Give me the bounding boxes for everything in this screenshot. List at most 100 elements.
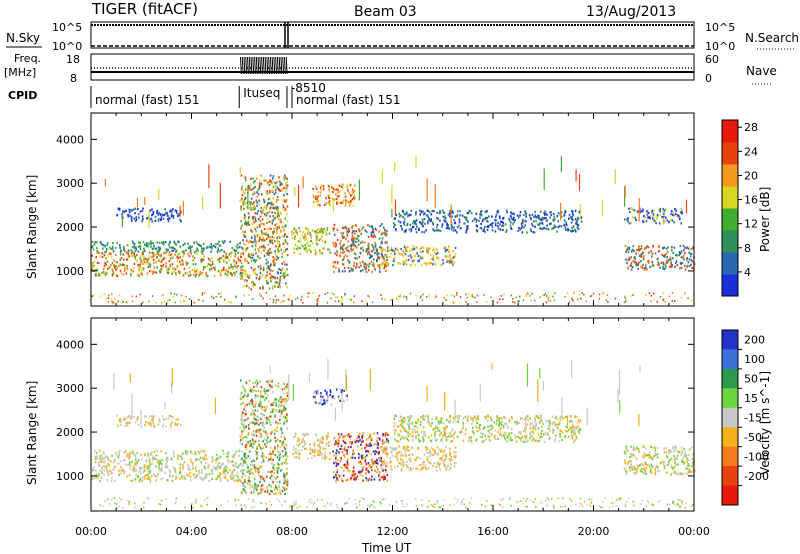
echo-cell bbox=[333, 198, 336, 201]
echo-cell bbox=[375, 465, 378, 468]
echo-cell bbox=[378, 471, 381, 474]
echo-cell bbox=[344, 204, 347, 207]
echo-cell bbox=[171, 210, 173, 213]
echo-cell bbox=[365, 443, 368, 446]
echo-cell bbox=[278, 180, 281, 183]
echo-cell bbox=[633, 261, 636, 264]
echo-cell bbox=[130, 218, 133, 221]
echo-cell bbox=[279, 286, 281, 289]
echo-cell bbox=[432, 249, 434, 252]
echo-cell bbox=[373, 264, 375, 267]
echo-cell bbox=[346, 478, 349, 481]
echo-cell bbox=[493, 421, 495, 424]
echo-cell bbox=[239, 199, 241, 202]
echo-cell bbox=[239, 272, 242, 275]
echo-cell bbox=[435, 229, 438, 232]
echo-cell bbox=[250, 253, 253, 256]
echo-cell bbox=[271, 222, 274, 225]
echo-cell bbox=[267, 389, 270, 392]
echo-cell bbox=[266, 389, 268, 392]
echo-cell bbox=[372, 464, 374, 467]
echo-cell bbox=[96, 247, 98, 250]
echo-cell bbox=[276, 426, 278, 429]
echo-cell bbox=[185, 261, 187, 264]
echo-cell bbox=[577, 227, 580, 231]
echo-cell bbox=[187, 465, 190, 468]
echo-cell bbox=[390, 468, 392, 471]
echo-cell bbox=[411, 260, 414, 263]
echo-cell bbox=[128, 461, 131, 464]
echo-cell bbox=[474, 296, 476, 299]
echo-cell bbox=[663, 209, 666, 212]
echo-cell bbox=[376, 253, 378, 256]
echo-cell bbox=[283, 472, 285, 475]
echo-cell bbox=[511, 217, 513, 220]
echo-cell bbox=[312, 292, 314, 294]
echo-cell bbox=[371, 244, 374, 247]
echo-cell bbox=[259, 184, 261, 188]
echo-cell bbox=[399, 295, 401, 298]
echo-cell bbox=[281, 430, 283, 433]
echo-cell bbox=[283, 276, 286, 279]
echo-cell bbox=[110, 256, 113, 259]
echo-cell bbox=[350, 299, 352, 301]
echo-cell bbox=[172, 474, 174, 477]
echo-cell bbox=[307, 457, 309, 460]
echo-cell bbox=[253, 491, 255, 494]
echo-cell bbox=[246, 275, 249, 278]
echo-cell bbox=[283, 294, 285, 297]
echo-cell bbox=[252, 473, 254, 476]
echo-cell bbox=[128, 456, 130, 459]
echo-cell bbox=[256, 191, 258, 194]
echo-cell bbox=[146, 243, 149, 246]
echo-cell bbox=[395, 228, 397, 231]
echo-cell bbox=[452, 301, 454, 303]
echo-cell bbox=[328, 232, 331, 235]
echo-cell bbox=[459, 431, 461, 434]
echo-cell bbox=[347, 468, 349, 472]
echo-cell bbox=[188, 274, 190, 277]
echo-cell bbox=[112, 242, 114, 245]
echo-cell bbox=[345, 395, 347, 398]
echo-cell bbox=[387, 453, 389, 456]
echo-cell bbox=[122, 468, 124, 471]
echo-cell bbox=[539, 296, 541, 299]
echo-cell bbox=[664, 253, 666, 256]
echo-cell bbox=[628, 256, 630, 259]
echo-cell bbox=[127, 213, 129, 216]
echo-cell bbox=[276, 239, 279, 242]
echo-cell bbox=[426, 451, 428, 454]
echo-cell bbox=[251, 222, 254, 225]
echo-cell bbox=[384, 265, 386, 268]
echo-cell bbox=[275, 430, 278, 433]
echo-cell bbox=[222, 452, 225, 455]
echo-cell bbox=[346, 184, 349, 187]
echo-cell bbox=[361, 434, 364, 437]
echo-cell bbox=[251, 216, 254, 219]
echo-cell bbox=[98, 464, 101, 467]
echo-cell bbox=[163, 418, 165, 421]
echo-cell bbox=[227, 459, 229, 462]
echo-cell bbox=[482, 218, 484, 221]
echo-cell bbox=[286, 413, 288, 416]
echo-cell bbox=[480, 222, 482, 226]
echo-cell bbox=[293, 456, 296, 459]
echo-cell bbox=[124, 459, 126, 462]
echo-cell bbox=[445, 445, 447, 448]
echo-cell bbox=[242, 396, 244, 399]
echo-cell bbox=[436, 223, 439, 226]
echo-cell bbox=[149, 209, 152, 212]
echo-cell bbox=[662, 217, 664, 220]
echo-cell bbox=[454, 454, 456, 457]
echo-cell bbox=[136, 418, 138, 421]
echo-cell bbox=[238, 449, 241, 453]
echo-cell bbox=[315, 197, 317, 200]
echo-cell bbox=[252, 440, 255, 443]
echo-cell bbox=[181, 457, 183, 460]
echo-cell bbox=[192, 473, 195, 476]
echo-cell bbox=[381, 446, 383, 449]
echo-cell bbox=[247, 218, 250, 221]
echo-cell bbox=[336, 228, 339, 231]
echo-cell bbox=[553, 218, 556, 221]
echo-cell bbox=[296, 245, 299, 248]
